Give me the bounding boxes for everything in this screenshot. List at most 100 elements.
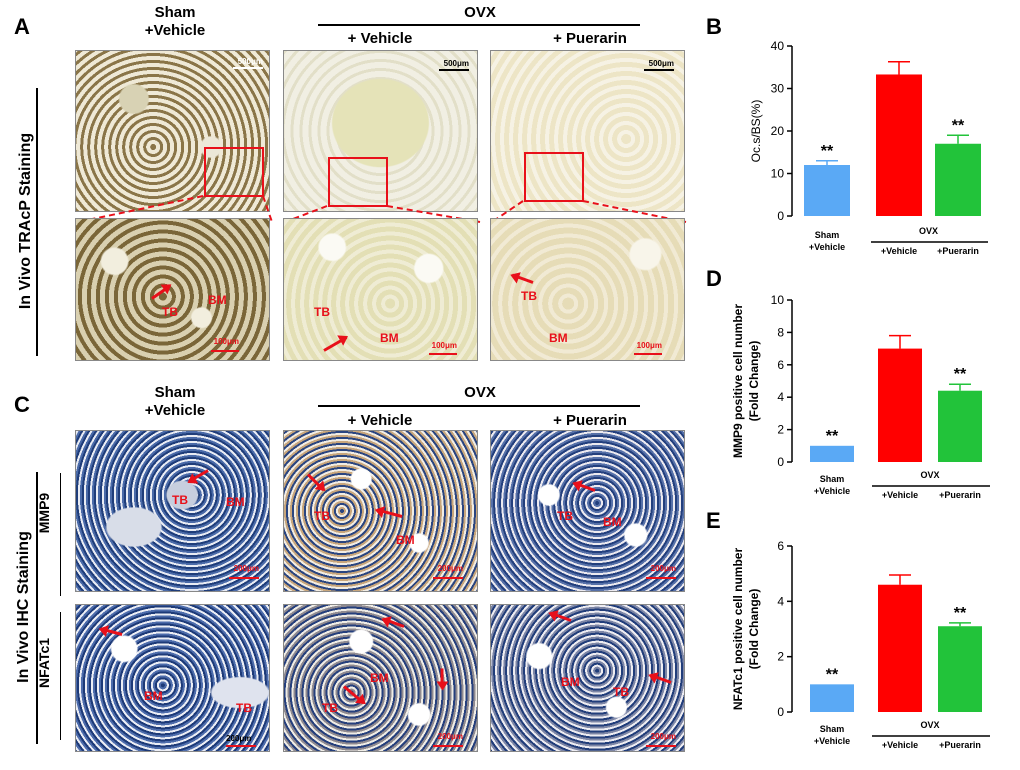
tracp-ovx-vehicle-zoom-arrow: [323, 336, 348, 352]
chart-d-ytick-label: 2: [777, 423, 784, 437]
tracp-ovx-vehicle-zoom-tb: TB: [314, 305, 330, 319]
tracp-ovx-puerarin-zoom-bm: BM: [549, 331, 568, 345]
ihc-nfatc1-ovx-vehicle-arrow-1: [382, 617, 405, 628]
chart-e-sig-1: **: [826, 666, 839, 683]
tracp-ovx-vehicle-scale-bar: [439, 69, 469, 71]
tracp-ovx-puerarin-zoom: TB BM 100μm: [490, 218, 685, 361]
ihc-nfatc1-sham-bm: BM: [144, 689, 163, 703]
chart-b-bar-2: [876, 74, 922, 216]
chart-d-bar-3: [938, 390, 982, 462]
ihc-nfatc1-ovx-puerarin: BM TB 200μm: [490, 604, 685, 752]
chart-e-sig-3: **: [954, 605, 967, 622]
ihc-nfatc1-ovx-vehicle-arrow-2: [440, 668, 444, 689]
tracp-ovx-puerarin-zoom-box: [524, 152, 584, 202]
chart-e-cat-1-line2: +Vehicle: [814, 736, 850, 746]
ihc-mmp9-ovx-puerarin-scale-label: 200μm: [650, 564, 676, 573]
ihc-nfatc1-ovx-vehicle-arrow-3: [343, 685, 365, 705]
chart-e-cat-1-line1: Sham: [820, 724, 845, 734]
ihc-mmp9-ovx-puerarin-arrow: [573, 481, 596, 492]
panel-a-header-sham-line1: Sham: [154, 4, 196, 21]
tracp-sham-zoom: TB BM 100μm: [75, 218, 270, 361]
tracp-ovx-vehicle-zoom-box: [328, 157, 388, 207]
panel-a-ovx-bracket: [318, 24, 640, 26]
ihc-mmp9-ovx-puerarin-bm: BM: [603, 515, 622, 529]
panel-c-side-bar: [36, 472, 38, 744]
ihc-mmp9-ovx-puerarin: TB BM 200μm: [490, 430, 685, 592]
panel-c-letter: C: [14, 392, 30, 417]
chart-d-ytick-label: 6: [777, 358, 784, 372]
tracp-sham-zoom-tb: TB: [162, 305, 178, 319]
chart-e-bar-2: [878, 584, 922, 712]
ihc-nfatc1-sham-tb: TB: [236, 701, 252, 715]
ihc-nfatc1-ovx-puerarin-scale-label: 200μm: [650, 732, 676, 741]
panel-c-header-sham-line1: Sham: [154, 384, 196, 401]
panel-e-letter: E: [706, 508, 721, 533]
chart-b-bar-1: [804, 165, 850, 216]
chart-d-ylabel-line2: (Fold Change): [747, 341, 761, 422]
tracp-ovx-puerarin-scale-bar: [644, 69, 674, 71]
chart-e-group-label: OVX: [920, 720, 939, 730]
tracp-sham-zoom-scale-bar: [211, 350, 239, 352]
ihc-nfatc1-ovx-puerarin-bm: BM: [561, 675, 580, 689]
chart-b-cat-2-line1: +Vehicle: [881, 246, 917, 256]
panel-c-row1-label: MMP9: [36, 492, 52, 534]
chart-d-cat-3-line1: +Puerarin: [939, 490, 981, 500]
zoom-connector-lines: [77, 195, 687, 223]
panel-c-row1-bar: [60, 473, 61, 596]
chart-e-cat-3-line1: +Puerarin: [939, 740, 981, 750]
panel-a-header-puerarin: + Puerarin: [553, 30, 627, 47]
tracp-ovx-vehicle-scale-label: 500μm: [443, 59, 469, 68]
chart-e-cat-2-line1: +Vehicle: [882, 740, 918, 750]
chart-b-ytick-label: 10: [771, 167, 785, 181]
tracp-sham-overview: 500μm: [75, 50, 270, 212]
ihc-mmp9-sham: TB BM 200μm: [75, 430, 270, 592]
tracp-ovx-puerarin-zoom-tb: TB: [521, 289, 537, 303]
chart-d-ytick-label: 0: [777, 455, 784, 469]
chart-d-ylabel-line1: MMP9 positive cell number: [731, 304, 745, 458]
chart-d-cat-2-line1: +Vehicle: [882, 490, 918, 500]
chart-d-sig-3: **: [954, 366, 967, 383]
ihc-nfatc1-sham-arrow: [100, 627, 123, 636]
tracp-ovx-vehicle-zoom-scale-bar: [429, 353, 457, 355]
ihc-mmp9-sham-tb: TB: [172, 493, 188, 507]
chart-e-ytick-label: 6: [777, 539, 784, 553]
chart-d-ytick-label: 10: [771, 293, 785, 307]
panel-a-side-bar: [36, 88, 38, 356]
chart-d: 0 2 4 6 8 10 MMP9 positive cell number (Fold Ch…: [731, 293, 990, 500]
tracp-sham-zoom-box: [204, 147, 264, 197]
panel-a-header-vehicle: + Vehicle: [347, 30, 413, 47]
panel-c-row2-bar: [60, 612, 61, 740]
panel-c-side-label: In Vivo IHC Staining: [15, 531, 32, 683]
panel-c-row2-label: NFATc1: [36, 637, 52, 689]
panel-b-letter: B: [706, 14, 722, 39]
chart-b-cat-1-line1: Sham: [815, 230, 840, 240]
panel-d-letter: D: [706, 266, 722, 291]
chart-b-cat-3-line1: +Puerarin: [937, 246, 979, 256]
chart-b-sig-1: **: [821, 143, 834, 160]
panel-c-header-sham: Sham +Vehicle: [120, 384, 230, 420]
ihc-nfatc1-ovx-vehicle: BM TB 200μm: [283, 604, 478, 752]
chart-d-cat-1-line2: +Vehicle: [814, 486, 850, 496]
tracp-ovx-puerarin-zoom-scale-bar: [634, 353, 662, 355]
ihc-nfatc1-sham-scale-bar: [226, 745, 256, 747]
ihc-mmp9-ovx-puerarin-scale-bar: [646, 577, 676, 579]
panel-c-ovx-bracket: [318, 405, 640, 407]
chart-d-group-label: OVX: [920, 470, 939, 480]
ihc-mmp9-sham-scale-label: 200μm: [233, 564, 259, 573]
chart-b: 0 10 20 30 40 Oc.s/BS(%) ** ** Sham +Vehicle +Puer…: [749, 39, 988, 256]
tracp-ovx-vehicle-zoom: TB BM 100μm: [283, 218, 478, 361]
chart-b-ytick-label: 0: [777, 209, 784, 223]
ihc-nfatc1-ovx-puerarin-scale-bar: [646, 745, 676, 747]
ihc-mmp9-sham-arrow: [188, 469, 209, 483]
tracp-sham-zoom-arrow: [151, 284, 171, 300]
tracp-ovx-vehicle-overview: 500μm: [283, 50, 478, 212]
chart-b-ytick-label: 30: [771, 82, 785, 96]
panel-c-header-vehicle: + Vehicle: [347, 412, 413, 429]
ihc-mmp9-ovx-vehicle-arrow-1: [306, 473, 325, 492]
chart-e: 0 2 4 6 NFATc1 positive cell number (Fold Cha…: [731, 539, 990, 750]
chart-b-group-label: OVX: [919, 226, 938, 236]
tracp-ovx-puerarin-overview: 500μm: [490, 50, 685, 212]
panel-c-header-sham-line2: +Vehicle: [144, 402, 206, 419]
panel-c-header-ovx: OVX: [464, 384, 496, 401]
chart-b-ytick-label: 20: [771, 124, 785, 138]
